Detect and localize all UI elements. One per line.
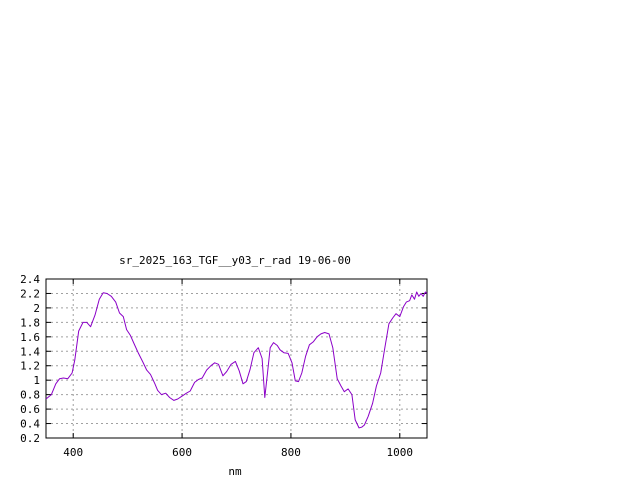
y-tick-label: 1.2 [20,360,40,373]
y-tick-label: 1.8 [20,316,40,329]
y-tick-label: 0.4 [20,418,40,431]
y-tick-label: 2 [33,302,40,315]
x-axis-ticks: 400 600 800 1000 [63,279,413,459]
x-tick-label: 600 [172,446,192,459]
y-tick-label: 0.6 [20,403,40,416]
x-tick-label: 1000 [387,446,414,459]
y-tick-label: 0.8 [20,389,40,402]
plot-frame [45,278,428,439]
y-tick-label: 0.2 [20,432,40,445]
y-tick-label: 1 [33,374,40,387]
y-tick-label: 2.2 [20,287,40,300]
spectrum-series-line [45,291,428,429]
y-tick-label: 1.4 [20,345,40,358]
x-axis-label: nm [228,465,242,478]
x-tick-label: 400 [63,446,83,459]
x-tick-label: 800 [281,446,301,459]
y-tick-label: 2.4 [20,273,40,286]
chart-title: sr_2025_163_TGF__y03_r_rad 19-06-00 [119,254,351,267]
grid-lines [46,279,427,438]
y-tick-label: 1.6 [20,331,40,344]
y-axis-ticks: 0.20.4 0.60.8 11.2 1.41.6 1.82 2.22.4 [20,273,427,445]
